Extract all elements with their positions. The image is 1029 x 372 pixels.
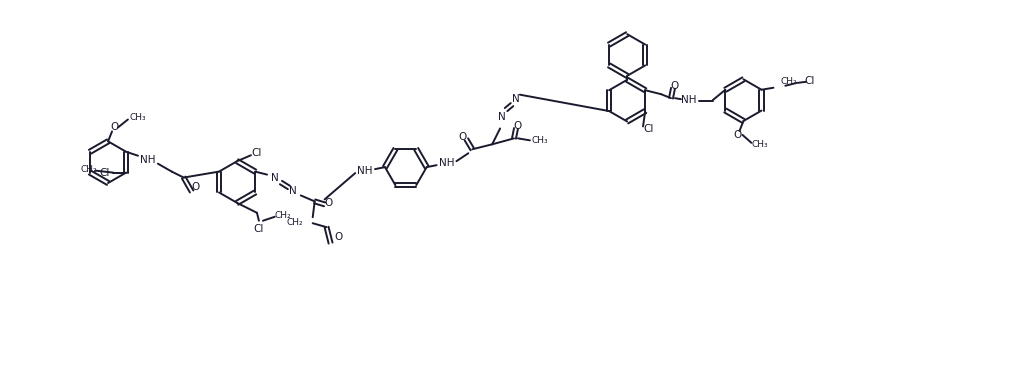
Text: Cl: Cl [252, 148, 262, 158]
Text: CH₂: CH₂ [80, 165, 97, 174]
Text: N: N [512, 94, 520, 104]
Text: CH₂: CH₂ [781, 77, 797, 86]
Text: CH₃: CH₃ [130, 113, 146, 122]
Text: O: O [191, 183, 200, 192]
Text: CH₂: CH₂ [286, 218, 303, 227]
Text: O: O [513, 121, 522, 131]
Text: O: O [458, 132, 466, 142]
Text: O: O [324, 198, 332, 208]
Text: Cl: Cl [254, 224, 264, 234]
Text: Cl: Cl [99, 168, 109, 177]
Text: O: O [334, 232, 343, 242]
Text: O: O [110, 122, 118, 132]
Text: CH₂: CH₂ [275, 211, 291, 220]
Text: Cl: Cl [804, 76, 814, 86]
Text: O: O [734, 130, 742, 140]
Text: NH: NH [681, 95, 697, 105]
Text: N: N [271, 173, 279, 183]
Text: NH: NH [140, 155, 155, 165]
Text: N: N [289, 186, 296, 196]
Text: NH: NH [357, 166, 372, 176]
Text: NH: NH [438, 158, 454, 168]
Text: CH₃: CH₃ [532, 136, 548, 145]
Text: O: O [671, 81, 679, 91]
Text: Cl: Cl [644, 124, 654, 134]
Text: N: N [498, 112, 506, 122]
Text: CH₃: CH₃ [751, 140, 768, 149]
